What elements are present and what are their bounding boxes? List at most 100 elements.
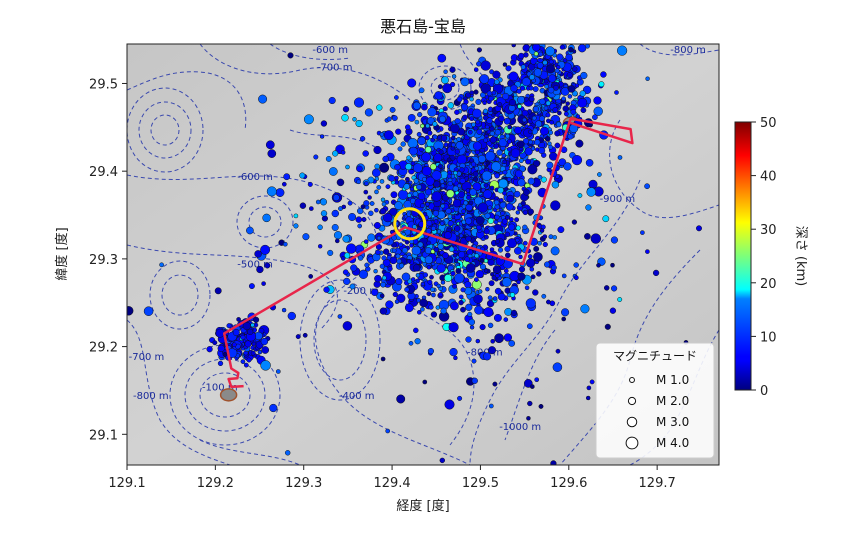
- earthquake-point: [447, 220, 454, 227]
- earthquake-point: [217, 344, 225, 352]
- earthquake-point: [474, 277, 479, 282]
- earthquake-point: [450, 135, 456, 141]
- earthquake-point: [511, 44, 516, 48]
- legend-label: M 3.0: [656, 415, 689, 429]
- earthquake-point: [269, 403, 278, 413]
- earthquake-point: [566, 72, 573, 79]
- earthquake-point: [412, 224, 417, 229]
- earthquake-point: [563, 111, 569, 117]
- earthquake-point: [217, 360, 224, 367]
- earthquake-point: [367, 195, 372, 200]
- earthquake-point: [593, 106, 603, 117]
- earthquake-point: [474, 253, 480, 259]
- earthquake-point: [533, 51, 539, 57]
- earthquake-point: [602, 215, 610, 223]
- earthquake-point: [527, 164, 538, 175]
- earthquake-point: [504, 245, 511, 253]
- earthquake-point: [545, 100, 551, 106]
- earthquake-point: [524, 285, 530, 291]
- earthquake-point: [380, 356, 386, 362]
- earthquake-point: [480, 60, 491, 71]
- earthquake-point: [476, 128, 483, 135]
- earthquake-point: [440, 307, 447, 315]
- earthquake-point: [434, 91, 443, 100]
- earthquake-point: [413, 178, 419, 184]
- earthquake-point: [383, 248, 390, 255]
- earthquake-point: [420, 307, 425, 312]
- earthquake-point: [214, 287, 222, 295]
- earthquake-point: [489, 69, 495, 75]
- earthquake-point: [555, 348, 561, 354]
- earthquake-point: [439, 457, 445, 464]
- earthquake-point: [477, 289, 483, 294]
- earthquake-point: [460, 103, 469, 111]
- earthquake-point: [408, 340, 414, 346]
- earthquake-point: [436, 263, 446, 273]
- earthquake-point: [283, 241, 288, 247]
- earthquake-point: [453, 170, 458, 176]
- earthquake-point: [644, 183, 650, 190]
- earthquake-point: [525, 298, 536, 309]
- y-tick-label: 29.1: [89, 428, 118, 443]
- earthquake-point: [556, 53, 564, 61]
- earthquake-point: [563, 162, 572, 171]
- earthquake-point: [500, 211, 505, 216]
- contour-line: [639, 44, 719, 56]
- earthquake-point: [479, 74, 490, 84]
- earthquake-point: [454, 149, 460, 155]
- earthquake-point: [476, 47, 482, 53]
- earthquake-point: [459, 177, 466, 185]
- earthquake-point: [517, 140, 525, 148]
- earthquake-point: [424, 146, 432, 153]
- earthquake-point: [418, 87, 425, 94]
- earthquake-point: [447, 214, 453, 219]
- earthquake-point: [554, 68, 560, 74]
- earthquake-point: [302, 233, 310, 241]
- earthquake-point: [437, 84, 443, 90]
- earthquake-point: [407, 138, 418, 149]
- earthquake-point: [561, 96, 566, 102]
- earthquake-point: [385, 184, 391, 190]
- earthquake-point: [379, 162, 390, 173]
- earthquake-point: [452, 185, 459, 192]
- earthquake-point: [490, 339, 495, 344]
- earthquake-point: [617, 297, 623, 302]
- earthquake-point: [493, 313, 502, 322]
- earthquake-point: [497, 292, 506, 301]
- earthquake-point: [454, 273, 465, 284]
- earthquake-point: [527, 177, 535, 185]
- earthquake-point: [426, 265, 432, 270]
- earthquake-point: [571, 66, 578, 72]
- earthquake-point: [565, 101, 570, 106]
- earthquake-point: [609, 307, 617, 314]
- earthquake-point: [266, 186, 277, 197]
- earthquake-point: [364, 262, 370, 268]
- earthquake-point: [421, 152, 431, 162]
- earthquake-point: [379, 207, 387, 215]
- legend: マグニチュード M 1.0 M 2.0 M 3.0 M 4.0: [595, 342, 715, 459]
- earthquake-point: [473, 294, 483, 304]
- earthquake-point: [610, 236, 618, 244]
- earthquake-point: [376, 104, 383, 111]
- earthquake-point: [483, 137, 489, 143]
- legend-marker: [629, 377, 635, 383]
- earthquake-point: [515, 237, 520, 243]
- contour-label: -800 m: [133, 391, 169, 402]
- earthquake-point: [543, 78, 549, 84]
- earthquake-point: [340, 256, 346, 261]
- earthquake-point: [409, 146, 418, 156]
- earthquake-point: [356, 179, 361, 185]
- earthquake-point: [493, 143, 499, 149]
- earthquake-point: [469, 90, 475, 96]
- earthquake-point: [545, 112, 551, 118]
- earthquake-point: [485, 160, 491, 166]
- earthquake-point: [552, 107, 559, 113]
- earthquake-point: [573, 262, 579, 268]
- earthquake-point: [495, 273, 500, 278]
- earthquake-point: [337, 314, 343, 319]
- earthquake-point: [518, 254, 523, 260]
- x-tick-label: 129.1: [108, 476, 145, 491]
- earthquake-point: [552, 235, 557, 240]
- earthquake-point: [283, 173, 291, 181]
- earthquake-point: [510, 84, 518, 93]
